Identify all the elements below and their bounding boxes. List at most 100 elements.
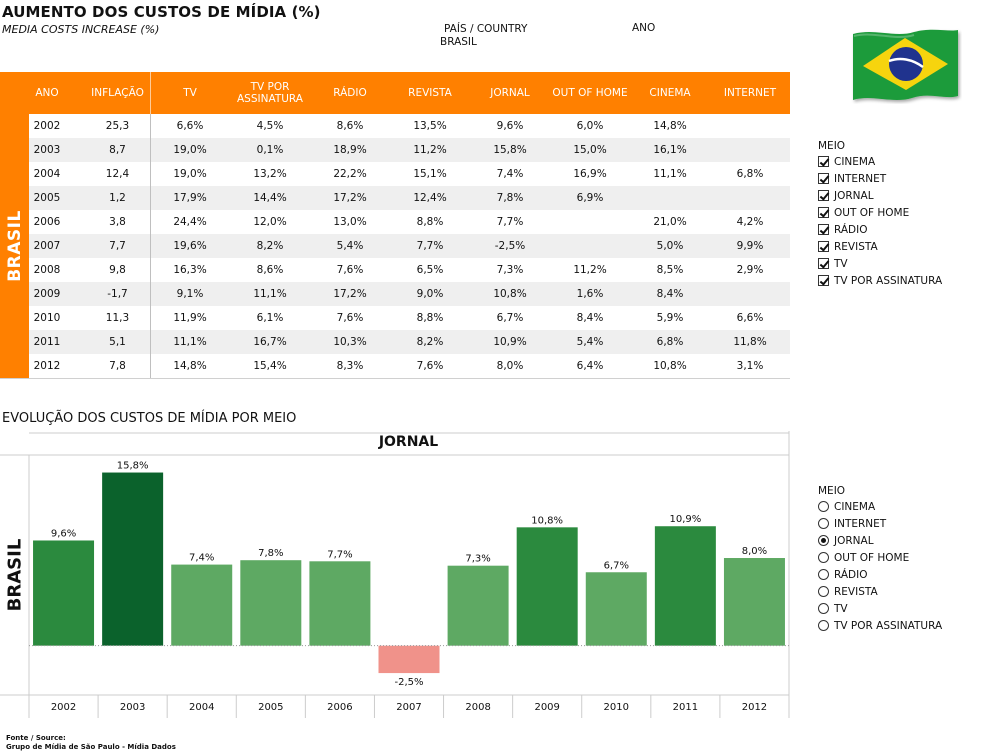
radio-label: TV — [834, 602, 848, 615]
meio-checkbox-item[interactable]: TV POR ASSINATURA — [818, 272, 942, 289]
checkbox-checked-icon[interactable] — [818, 207, 829, 218]
checkbox-checked-icon[interactable] — [818, 275, 829, 286]
table-row: 2005 1,2 17,9% 14,4% 17,2% 12,4% 7,8% 6,9% — [29, 186, 790, 210]
data-label: 7,7% — [327, 549, 352, 560]
meio-checkbox-item[interactable]: TV — [818, 255, 848, 272]
cell-cinema: 8,5% — [656, 264, 684, 276]
checkbox-label: RÁDIO — [834, 223, 868, 236]
col-tv-assinatura[interactable]: TV POR ASSINATURA — [237, 81, 303, 105]
meio-checkbox-item[interactable]: RÁDIO — [818, 221, 868, 238]
bar-2011[interactable] — [654, 526, 716, 646]
cell-internet — [715, 114, 785, 138]
cell-radio: 13,0% — [333, 216, 367, 228]
bar-2004[interactable] — [171, 564, 233, 646]
cell-tv-assinatura: 13,2% — [253, 168, 287, 180]
meio-checkbox-item[interactable]: INTERNET — [818, 170, 886, 187]
meio-radio-item[interactable]: TV POR ASSINATURA — [818, 617, 942, 634]
data-label: 10,9% — [669, 514, 701, 525]
col-radio[interactable]: RÁDIO — [333, 87, 367, 99]
x-tick-label: 2006 — [327, 702, 352, 713]
cell-radio: 22,2% — [333, 168, 367, 180]
bar-2006[interactable] — [309, 561, 371, 646]
brazil-flag-icon — [853, 29, 958, 100]
checkbox-checked-icon[interactable] — [818, 156, 829, 167]
cell-inflacao: -1,7 — [107, 288, 128, 300]
cell-tv: 19,0% — [173, 144, 207, 156]
cell-inflacao: 7,8 — [109, 360, 126, 372]
cell-radio: 10,3% — [333, 336, 367, 348]
data-label: -2,5% — [394, 677, 423, 688]
x-tick-label: 2005 — [258, 702, 283, 713]
checkbox-checked-icon[interactable] — [818, 173, 829, 184]
x-tick-label: 2003 — [120, 702, 145, 713]
checkbox-checked-icon[interactable] — [818, 258, 829, 269]
col-jornal[interactable]: JORNAL — [490, 87, 530, 99]
cell-revista: 12,4% — [413, 192, 447, 204]
meio-checkbox-item[interactable]: JORNAL — [818, 187, 874, 204]
data-label: 8,0% — [742, 546, 767, 557]
meio-checkbox-item[interactable]: REVISTA — [818, 238, 878, 255]
col-cinema[interactable]: CINEMA — [649, 87, 691, 99]
radio-icon[interactable] — [818, 569, 829, 580]
cell-ano: 2010 — [33, 312, 61, 324]
col-internet[interactable]: INTERNET — [723, 87, 777, 99]
col-ano[interactable]: ANO — [35, 87, 59, 99]
cell-inflacao: 1,2 — [109, 192, 126, 204]
radio-icon[interactable] — [818, 603, 829, 614]
cell-internet — [715, 138, 785, 162]
cell-radio: 7,6% — [336, 264, 364, 276]
cell-out-of-home — [550, 210, 630, 234]
meio-radio-item[interactable]: JORNAL — [818, 532, 874, 549]
meio-checkbox-item[interactable]: OUT OF HOME — [818, 204, 909, 221]
col-revista[interactable]: REVISTA — [408, 87, 452, 99]
cell-inflacao: 8,7 — [109, 144, 126, 156]
bar-2008[interactable] — [447, 565, 509, 646]
checkbox-checked-icon[interactable] — [818, 241, 829, 252]
table-row: 2003 8,7 19,0% 0,1% 18,9% 11,2% 15,8% 15,0% 16,1… — [29, 138, 790, 162]
radio-icon[interactable] — [818, 552, 829, 563]
cell-out-of-home: 6,9% — [576, 192, 604, 204]
page-title: AUMENTO DOS CUSTOS DE MÍDIA (%) — [2, 3, 321, 21]
bar-2003[interactable] — [102, 472, 164, 646]
table-region-label: BRASIL — [0, 114, 29, 378]
col-inflacao[interactable]: INFLAÇÃO — [91, 87, 144, 99]
radio-selected-icon[interactable] — [818, 535, 829, 546]
cell-out-of-home: 8,4% — [576, 312, 604, 324]
checkbox-label: REVISTA — [834, 240, 878, 253]
cell-tv: 9,1% — [176, 288, 204, 300]
table-bottom-border — [0, 378, 790, 379]
bar-2009[interactable] — [516, 527, 578, 646]
cell-jornal: 10,9% — [493, 336, 527, 348]
cell-radio: 17,2% — [333, 192, 367, 204]
bar-2010[interactable] — [585, 572, 647, 646]
checkbox-checked-icon[interactable] — [818, 190, 829, 201]
cell-jornal: 9,6% — [496, 120, 524, 132]
radio-icon[interactable] — [818, 501, 829, 512]
chart-region-text: BRASIL — [4, 538, 25, 612]
col-out-of-home[interactable]: OUT OF HOME — [552, 87, 628, 99]
radio-icon[interactable] — [818, 586, 829, 597]
meio-radio-item[interactable]: INTERNET — [818, 515, 886, 532]
meio-radio-item[interactable]: TV — [818, 600, 848, 617]
country-select[interactable]: BRASIL — [440, 36, 477, 48]
bar-2007[interactable] — [378, 645, 440, 674]
checkbox-checked-icon[interactable] — [818, 224, 829, 235]
table-row: 2010 11,3 11,9% 6,1% 7,6% 8,8% 6,7% 8,4% 5,9% 6,6… — [29, 306, 790, 330]
meio-radio-item[interactable]: OUT OF HOME — [818, 549, 909, 566]
radio-icon[interactable] — [818, 620, 829, 631]
bar-2005[interactable] — [240, 560, 302, 646]
radio-label: JORNAL — [834, 534, 874, 547]
meio-radio-item[interactable]: REVISTA — [818, 583, 878, 600]
col-tv[interactable]: TV — [183, 87, 197, 99]
cell-revista: 8,8% — [416, 312, 444, 324]
bar-2002[interactable] — [33, 540, 95, 646]
meio-checkbox-item[interactable]: CINEMA — [818, 153, 875, 170]
cell-inflacao: 11,3 — [105, 312, 130, 324]
bar-2012[interactable] — [723, 558, 785, 646]
cell-cinema: 5,9% — [656, 312, 684, 324]
meio-radio-item[interactable]: CINEMA — [818, 498, 875, 515]
radio-icon[interactable] — [818, 518, 829, 529]
x-tick-label: 2009 — [534, 702, 559, 713]
meio-radio-item[interactable]: RÁDIO — [818, 566, 868, 583]
radio-label: OUT OF HOME — [834, 551, 910, 564]
